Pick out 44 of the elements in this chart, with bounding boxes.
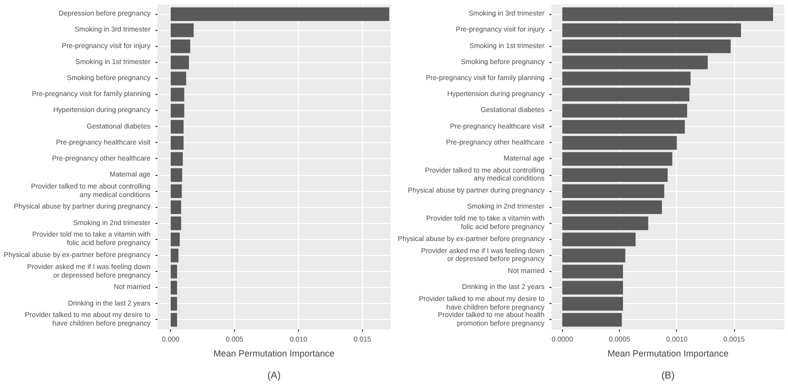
bar <box>562 56 708 70</box>
x-axis-title: Mean Permutation Importance <box>607 348 729 358</box>
bar <box>562 72 691 86</box>
bar <box>562 216 648 230</box>
bar <box>170 280 178 295</box>
bar <box>562 136 677 150</box>
bar <box>562 7 774 21</box>
bar <box>170 88 184 102</box>
bar <box>562 104 688 118</box>
bar <box>170 248 178 262</box>
text: (A) <box>267 370 281 382</box>
bar <box>170 168 182 182</box>
bar <box>562 264 623 278</box>
bar <box>170 104 184 118</box>
bar <box>170 56 189 70</box>
bar <box>562 313 622 327</box>
bar <box>170 136 184 150</box>
bar <box>562 168 668 182</box>
bar <box>170 184 182 198</box>
bar <box>170 7 390 21</box>
bar <box>170 39 190 54</box>
bar <box>562 23 741 38</box>
bar <box>170 216 182 230</box>
bar <box>562 248 626 262</box>
bar <box>562 232 636 246</box>
bar <box>170 296 178 311</box>
bar <box>562 120 685 134</box>
bar <box>170 72 186 86</box>
bar <box>170 200 182 214</box>
bar <box>170 120 184 134</box>
bar <box>170 23 194 38</box>
text: (B) <box>661 370 675 382</box>
bar <box>170 313 178 327</box>
bar <box>562 88 690 102</box>
bar <box>562 152 672 166</box>
x-axis-title: Mean Permutation Importance <box>213 348 335 358</box>
bar <box>562 39 731 54</box>
bar <box>170 152 183 166</box>
bar <box>562 296 623 311</box>
bar <box>562 200 662 214</box>
bar <box>170 264 178 278</box>
bar <box>170 232 180 246</box>
bar <box>562 184 664 198</box>
bar <box>562 280 623 295</box>
